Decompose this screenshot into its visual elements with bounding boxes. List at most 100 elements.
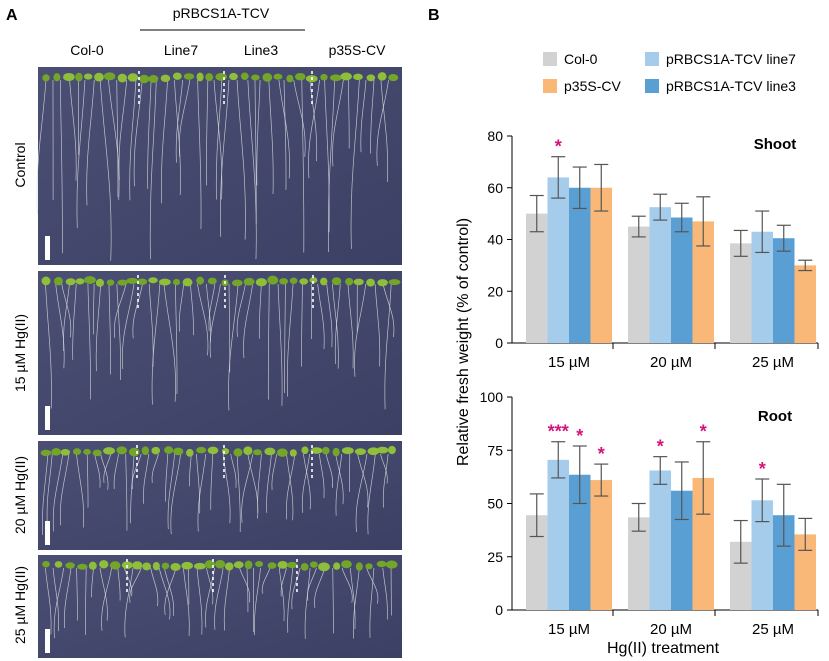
bar — [547, 177, 569, 343]
row-label-control: Control — [12, 142, 28, 187]
seedling-plates — [36, 67, 402, 658]
bar — [628, 226, 650, 343]
bar — [794, 534, 816, 610]
legend-swatch-col0 — [543, 52, 557, 66]
bar — [671, 490, 693, 610]
error-bar — [755, 210, 770, 254]
bar — [692, 477, 714, 610]
plate-25uM — [38, 555, 402, 658]
column-label-p35s: p35S-CV — [329, 42, 386, 58]
significance-label: * — [759, 459, 766, 479]
y-tick-label: 40 — [487, 232, 503, 248]
y-tick-label: 0 — [495, 602, 503, 618]
error-bar — [594, 463, 609, 497]
significance-label: * — [657, 437, 664, 457]
row-label-25uM: 25 µM Hg(II) — [12, 566, 28, 644]
bar — [590, 187, 612, 343]
significance-label: * — [700, 422, 707, 442]
bar — [730, 243, 752, 343]
legend-label-line7: pRBCS1A-TCV line7 — [666, 51, 796, 67]
bar — [773, 515, 795, 610]
row-label-15uM: 15 µM Hg(II) — [12, 314, 28, 392]
error-bar — [653, 193, 668, 221]
y-tick-label: 75 — [487, 442, 503, 458]
bar — [526, 213, 548, 343]
scale-bar — [45, 406, 50, 430]
legend-label-line3: pRBCS1A-TCV line3 — [666, 78, 796, 94]
y-tick-label: 50 — [487, 496, 503, 512]
chart-title: Shoot — [754, 136, 797, 153]
plate-control — [36, 67, 402, 265]
panel-a-label: A — [6, 7, 18, 24]
error-bar — [798, 259, 813, 272]
x-axis-label: Hg(II) treatment — [607, 640, 720, 657]
error-bar — [631, 502, 646, 532]
bar — [590, 480, 612, 610]
shoot-chart: 0 20 40 60 80 Shoot 15 µM 20 µM 25 µM * — [487, 128, 819, 371]
scale-bar — [45, 236, 50, 260]
bar — [794, 265, 816, 343]
error-bar — [653, 456, 668, 485]
chart-title: Root — [758, 408, 792, 425]
scale-bar — [45, 521, 50, 545]
panel-a-photos: A pRBCS1A-TCV Col-0 Line7 Line3 p35S-CV … — [6, 5, 402, 658]
panel-b-label: B — [428, 7, 440, 24]
error-bar — [776, 483, 791, 547]
plate-15uM — [38, 271, 402, 435]
error-bar — [594, 163, 609, 212]
bar — [547, 459, 569, 610]
bar — [751, 231, 773, 343]
x-tick-label: 15 µM — [548, 354, 590, 371]
error-bar — [696, 441, 711, 515]
bar — [569, 187, 591, 343]
x-tick-label: 25 µM — [752, 354, 794, 371]
column-label-col0: Col-0 — [70, 42, 104, 58]
error-bar — [529, 493, 544, 538]
error-bar — [631, 215, 646, 238]
error-bar — [798, 517, 813, 551]
plate-20uM — [38, 441, 402, 550]
x-tick-label: 20 µM — [650, 354, 692, 371]
error-bar — [572, 166, 587, 210]
error-bar — [674, 202, 689, 233]
error-bar — [696, 196, 711, 247]
bar — [628, 517, 650, 610]
x-tick-label: 20 µM — [650, 621, 692, 638]
error-bar — [755, 478, 770, 523]
legend-swatch-line3 — [645, 79, 659, 93]
error-bar — [529, 194, 544, 233]
column-label-line3: Line3 — [244, 42, 278, 58]
error-bar — [551, 441, 566, 479]
bar — [649, 470, 671, 610]
bar — [671, 217, 693, 343]
error-bar — [674, 461, 689, 521]
error-bar — [572, 445, 587, 505]
significance-label: * — [576, 426, 583, 446]
error-bar — [551, 156, 566, 199]
y-tick-label: 20 — [487, 283, 503, 299]
bar — [526, 515, 548, 610]
legend-swatch-line7 — [645, 52, 659, 66]
group-header: pRBCS1A-TCV — [173, 5, 270, 21]
bar — [730, 541, 752, 610]
legend-label-col0: Col-0 — [564, 51, 598, 67]
row-label-20uM: 20 µM Hg(II) — [12, 456, 28, 534]
y-tick-label: 60 — [487, 180, 503, 196]
legend: Col-0 pRBCS1A-TCV line7 p35S-CV pRBCS1A-… — [543, 51, 796, 94]
significance-label: *** — [548, 422, 569, 442]
significance-label: * — [555, 137, 562, 157]
error-bar — [733, 229, 748, 257]
legend-label-p35s: p35S-CV — [564, 78, 621, 94]
y-tick-label: 100 — [480, 389, 504, 405]
y-tick-label: 25 — [487, 549, 503, 565]
bar — [692, 221, 714, 343]
bar — [569, 474, 591, 610]
bar — [751, 500, 773, 610]
significance-label: * — [598, 444, 605, 464]
bar — [773, 238, 795, 343]
column-label-line7: Line7 — [164, 42, 198, 58]
y-tick-label: 80 — [487, 128, 503, 144]
x-tick-label: 25 µM — [752, 621, 794, 638]
bar — [649, 207, 671, 343]
